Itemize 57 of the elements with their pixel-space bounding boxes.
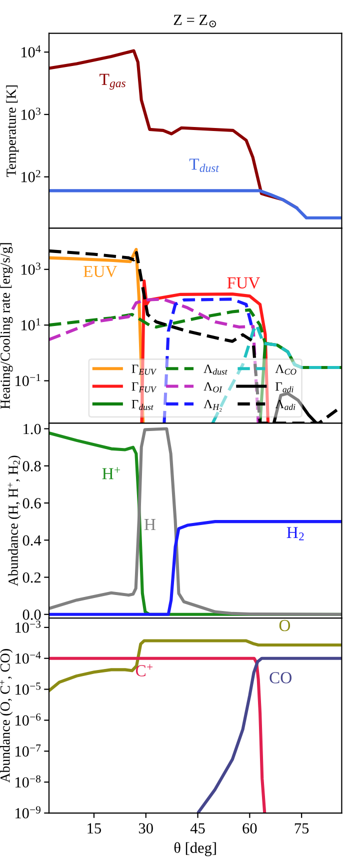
y-tick-label: 0.8 bbox=[22, 461, 41, 472]
series-label: O bbox=[279, 620, 290, 632]
chart-title: Z = Z$_{⊙}$ bbox=[174, 14, 216, 28]
x-tick-label: 75 bbox=[294, 823, 309, 834]
y-tick-label: 10$^{3}$ bbox=[21, 108, 40, 120]
legend-label: Γ$_{FUV}$ bbox=[132, 382, 157, 392]
series-label: T$_{dust}$ bbox=[189, 158, 220, 172]
y-tick-label: 0.4 bbox=[22, 535, 42, 546]
legend-label: Λ$_{dust}$ bbox=[204, 364, 228, 375]
y-tick-label: 10$^{−5}$ bbox=[16, 682, 41, 695]
legend-label: Γ$_{dust}$ bbox=[132, 400, 154, 410]
line-series bbox=[48, 639, 342, 692]
y-tick-label: 10$^{2}$ bbox=[21, 170, 40, 182]
x-tick-label: 45 bbox=[190, 823, 205, 834]
y-tick-label: 10$^{−9}$ bbox=[16, 806, 40, 818]
y-tick-label: 10$^{3}$ bbox=[21, 262, 40, 275]
y-tick-label: 0.2 bbox=[22, 572, 41, 583]
annotation: FUV bbox=[227, 277, 260, 289]
x-axis-title: θ [deg] bbox=[174, 842, 216, 856]
y-tick-label: 10$^{−4}$ bbox=[16, 652, 41, 664]
x-tick-label: 30 bbox=[138, 823, 153, 834]
y-tick-label: 1.0 bbox=[24, 424, 41, 434]
y-tick-label: 10$^{4}$ bbox=[21, 45, 41, 58]
series-label: C$^{+}$ bbox=[136, 664, 153, 676]
legend-label: Λ$_{H₂}$ bbox=[204, 400, 222, 412]
legend-label: Γ$_{EUV}$ bbox=[132, 364, 157, 375]
series-label: H$_{2}$ bbox=[286, 527, 304, 540]
series-label: T$_{gas}$ bbox=[100, 74, 126, 90]
line-series bbox=[48, 298, 260, 424]
line-series bbox=[48, 189, 342, 220]
legend-label: Λ$_{CO}$ bbox=[275, 364, 296, 375]
series-label: CO bbox=[270, 672, 292, 684]
y-tick-label: 10$^{1}$ bbox=[21, 318, 40, 330]
y-tick-label: 10$^{−8}$ bbox=[16, 775, 41, 788]
y-axis-title: Abundance (O, C$^{+}$, CO) bbox=[0, 649, 13, 783]
y-tick-label: 10$^{−6}$ bbox=[16, 713, 41, 726]
line-series bbox=[162, 298, 253, 424]
series-label: H bbox=[144, 519, 156, 530]
y-tick-label: 0.0 bbox=[22, 610, 41, 620]
y-tick-label: 10$^{−3}$ bbox=[16, 620, 41, 633]
line-series bbox=[48, 656, 266, 814]
line-series bbox=[48, 49, 298, 210]
legend-label: Λ$_{OI}$ bbox=[204, 382, 222, 392]
annotation: EUV bbox=[84, 266, 118, 278]
y-tick-label: 10$^{−1}$ bbox=[16, 374, 40, 386]
x-tick-label: 15 bbox=[88, 823, 102, 834]
y-axis-title: Abundance (H, H$^{+}$, H$_{2}$) bbox=[8, 456, 21, 586]
x-tick-label: 60 bbox=[242, 823, 257, 834]
legend-label: Γ$_{adi}$ bbox=[276, 382, 294, 392]
line-series bbox=[197, 656, 342, 814]
y-tick-label: 10$^{−7}$ bbox=[16, 744, 41, 757]
legend-label: Λ$_{adi}$ bbox=[275, 400, 296, 410]
y-tick-label: 0.6 bbox=[22, 498, 41, 509]
y-axis-title: Heating/Cooling rate [erg/s/g] bbox=[0, 243, 13, 409]
line-series bbox=[48, 520, 342, 616]
series-label: H$^{+}$ bbox=[102, 467, 120, 480]
y-axis-title: Temperature [K] bbox=[6, 85, 19, 177]
